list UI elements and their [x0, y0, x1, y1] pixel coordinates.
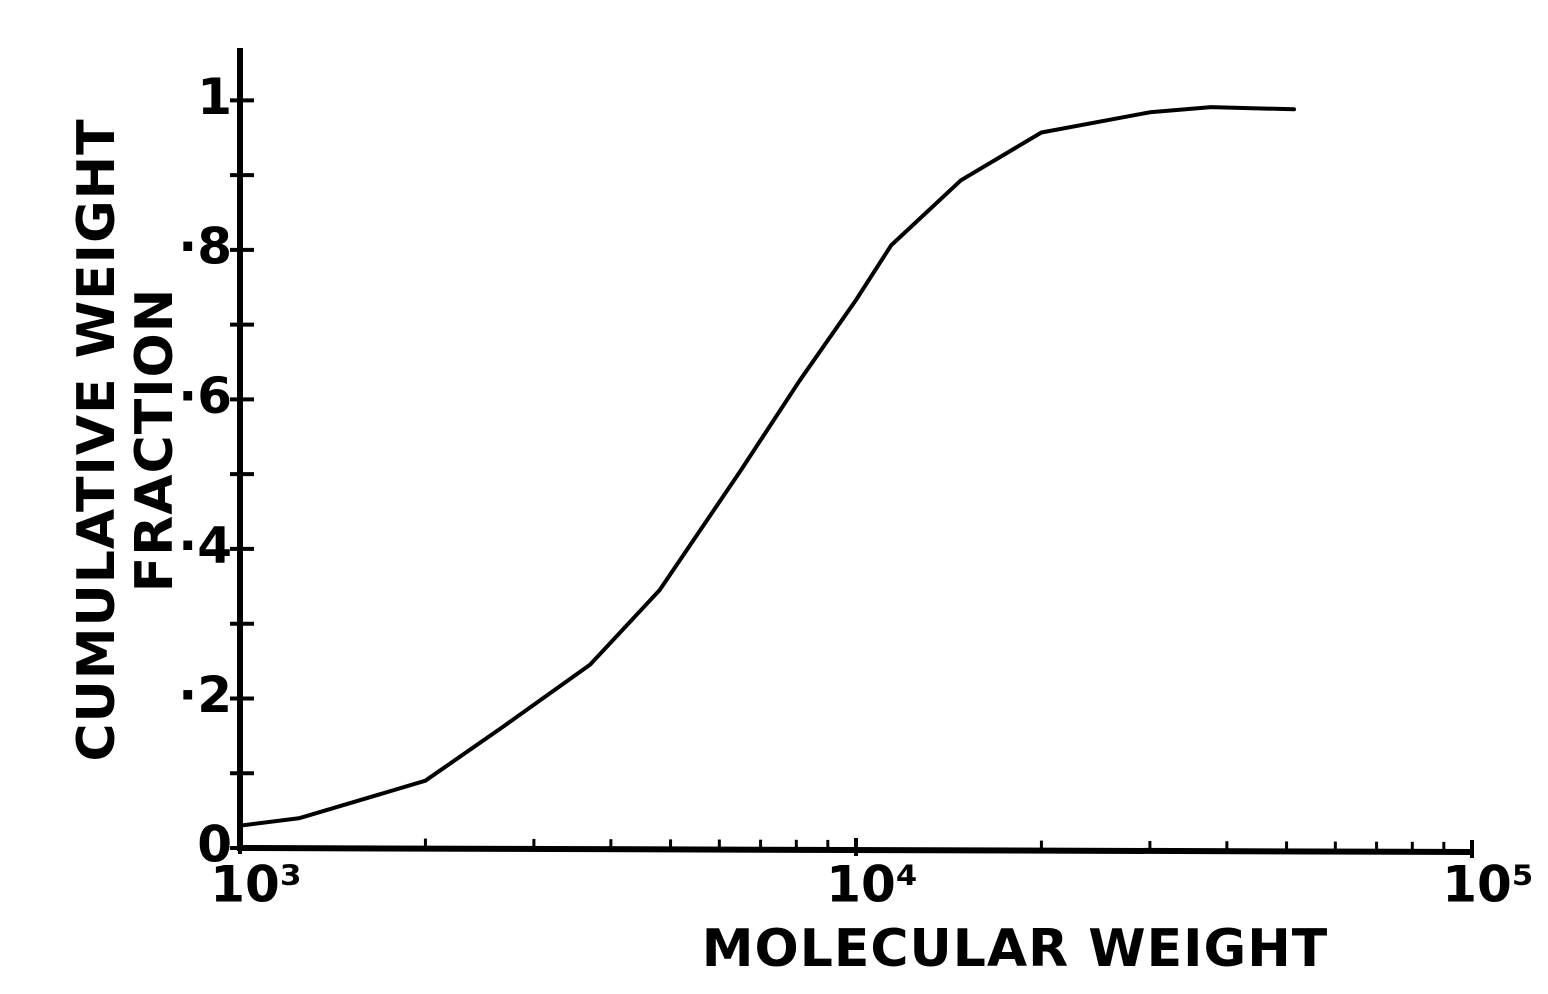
y-tick-label: 0	[197, 816, 232, 874]
y-tick-label: ·8	[178, 217, 232, 275]
y-tick-label: ·4	[178, 516, 232, 574]
x-axis-label: MOLECULAR WEIGHT	[702, 919, 1328, 979]
y-tick-label: ·6	[178, 367, 232, 425]
y-axis-label: FRACTION	[125, 288, 185, 593]
y-tick-label: 1	[197, 68, 232, 126]
y-axis-label: CUMULATIVE WEIGHT	[67, 118, 127, 761]
y-tick-label: ·2	[178, 666, 232, 724]
x-tick-label: 10⁴	[826, 856, 917, 914]
x-tick-label: 10³	[210, 856, 301, 914]
x-tick-label: 10⁵	[1442, 856, 1533, 914]
data-line	[238, 105, 1296, 828]
